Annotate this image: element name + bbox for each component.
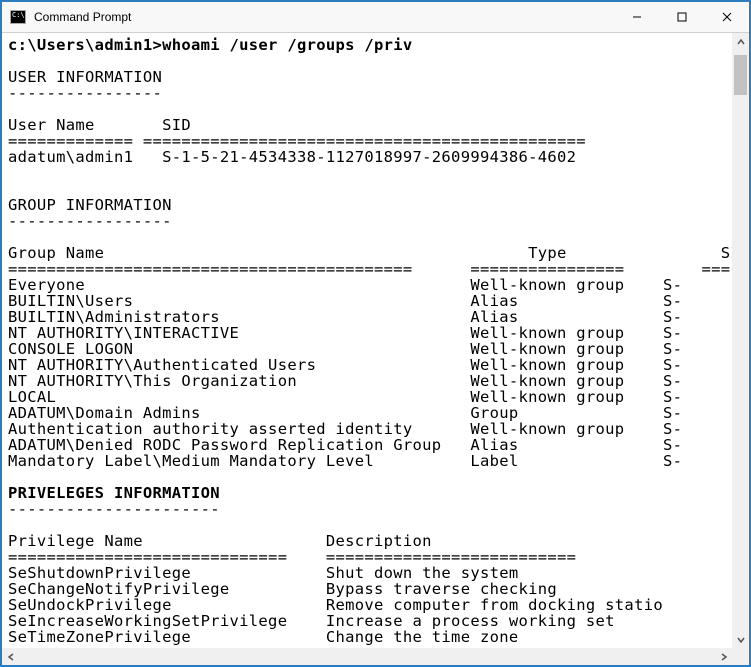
titlebar: Command Prompt	[2, 2, 749, 33]
command-prompt-window: Command Prompt c:\Users\admin1>whoami /u…	[0, 0, 751, 667]
terminal-output: c:\Users\admin1>whoami /user /groups /pr…	[2, 33, 732, 648]
scroll-up-arrow-icon[interactable]	[732, 33, 749, 50]
scrollbar-corner	[732, 648, 749, 665]
horizontal-scrollbar[interactable]	[2, 648, 732, 665]
maximize-button[interactable]	[659, 2, 704, 32]
scroll-down-arrow-icon[interactable]	[732, 631, 749, 648]
vertical-scrollbar[interactable]	[732, 33, 749, 648]
scroll-thumb[interactable]	[734, 55, 747, 95]
window-title: Command Prompt	[34, 10, 131, 24]
scroll-right-arrow-icon[interactable]	[715, 648, 732, 665]
cmd-icon	[10, 10, 26, 24]
close-button[interactable]	[704, 2, 749, 32]
client-area: c:\Users\admin1>whoami /user /groups /pr…	[2, 33, 749, 665]
minimize-button[interactable]	[614, 2, 659, 32]
scroll-left-arrow-icon[interactable]	[2, 648, 19, 665]
